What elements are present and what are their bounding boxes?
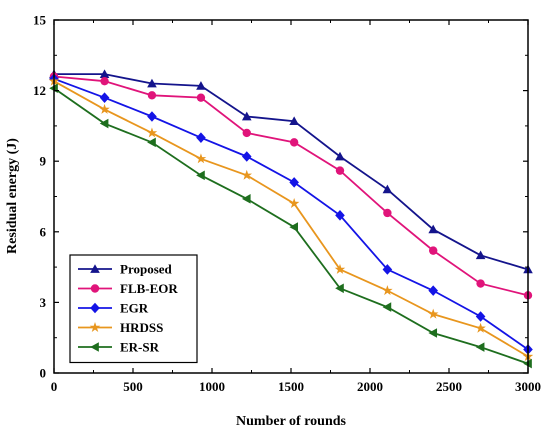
y-axis-title: Residual energy (J) [5,138,20,254]
axes-layer: 0 500 1000 1500 2000 2500 3000 0 3 6 9 12 15 [33,13,541,395]
y-tick-label: 15 [33,13,47,28]
data-point-egr [289,177,299,188]
data-point-er-sr [147,137,156,148]
data-point-egr [196,132,206,143]
legend-marker-egr [90,302,100,314]
legend-marker-proposed [90,264,100,273]
data-point-flb-eor [100,76,109,86]
data-point-proposed [241,111,252,121]
data-point-egr [428,285,438,296]
data-point-hrdss [334,263,346,274]
data-point-flb-eor [383,208,392,218]
data-point-egr [382,264,393,275]
x-tick-label: 1500 [278,379,304,394]
data-point-hrdss [288,198,300,209]
data-point-flb-eor [429,246,438,255]
data-point-flb-eor [242,128,251,138]
legend-label-hrdss: HRDSS [120,320,163,335]
data-point-flb-eor [289,138,299,147]
series-line-proposed [54,73,529,271]
legend-marker-flb-eor [90,284,100,293]
legend-marker-hrdss [89,321,101,332]
data-point-er-sr [335,283,344,294]
series-er-sr [49,83,532,369]
y-tick-label: 9 [40,154,47,169]
data-point-flb-eor [476,279,485,288]
data-point-er-sr [289,222,298,232]
data-point-egr [335,210,345,221]
data-point-egr [475,311,486,322]
y-tick-label: 0 [40,366,47,381]
data-point-proposed [428,224,438,234]
x-tick-label: 2000 [357,379,383,394]
data-point-hrdss [475,322,486,333]
x-tick-label: 3000 [515,379,541,394]
data-point-er-sr [382,302,392,312]
data-point-flb-eor [147,91,157,100]
legend-label-flb-eor: FLB-EOR [120,281,178,296]
data-point-er-sr [475,342,485,352]
legend-marker-er-sr [90,342,99,352]
data-point-hrdss [427,308,439,319]
data-point-proposed [335,151,345,161]
data-point-egr [99,92,110,103]
data-point-flb-eor [196,93,206,102]
data-point-proposed [147,78,157,88]
data-point-proposed [289,116,299,126]
legend: Proposed FLB-EOR EGR HRDSS ER-SR [69,254,198,364]
data-point-hrdss [382,285,393,296]
series-egr [49,73,533,355]
data-point-er-sr [196,170,205,181]
series-proposed [49,69,533,274]
x-axis-title: Number of rounds [236,414,347,429]
x-tick-label: 1000 [199,379,225,394]
y-tick-label: 12 [33,83,46,98]
data-point-proposed [382,184,393,194]
data-point-er-sr [241,194,251,204]
series-flb-eor [49,72,533,300]
data-point-egr [241,151,252,162]
x-tick-label: 2500 [436,379,462,394]
data-point-er-sr [99,118,109,129]
data-point-hrdss [195,153,207,164]
data-point-proposed [196,81,206,90]
x-tick-label: 0 [51,379,58,394]
data-point-hrdss [146,127,158,138]
data-point-egr [147,111,157,122]
legend-label-er-sr: ER-SR [120,340,160,355]
legend-label-egr: EGR [120,301,149,316]
data-point-er-sr [428,328,438,338]
y-tick-label: 6 [40,224,47,239]
data-point-proposed [99,69,110,78]
data-point-flb-eor [335,166,345,175]
data-point-hrdss [241,169,253,180]
x-tick-label: 500 [123,379,143,394]
data-point-hrdss [99,103,110,114]
legend-label-proposed: Proposed [120,262,173,277]
data-point-proposed [475,250,486,260]
y-tick-label: 3 [40,295,47,310]
